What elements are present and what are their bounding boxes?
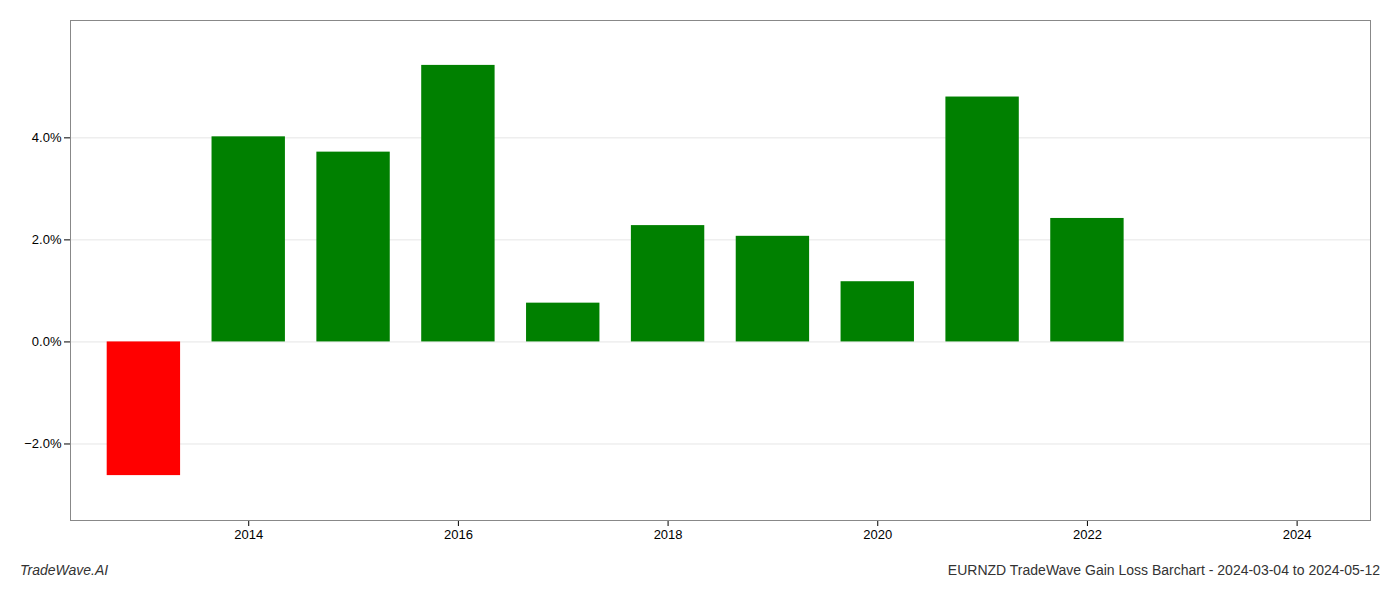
svg-text:0.0%: 0.0% [32,334,62,349]
svg-text:2022: 2022 [1073,527,1102,542]
svg-text:2024: 2024 [1283,527,1312,542]
svg-text:2016: 2016 [444,527,473,542]
svg-text:2018: 2018 [654,527,683,542]
html-text:TradeWave.AI: TradeWave.AI [20,562,109,578]
svg-text:2.0%: 2.0% [32,232,62,247]
svg-text:2014: 2014 [234,527,263,542]
svg-text:4.0%: 4.0% [32,130,62,145]
svg-text:−2.0%: −2.0% [24,436,62,451]
svg-text:2020: 2020 [863,527,892,542]
html-text:EURNZD TradeWave Gain Loss Bar: EURNZD TradeWave Gain Loss Barchart - 20… [947,562,1380,578]
